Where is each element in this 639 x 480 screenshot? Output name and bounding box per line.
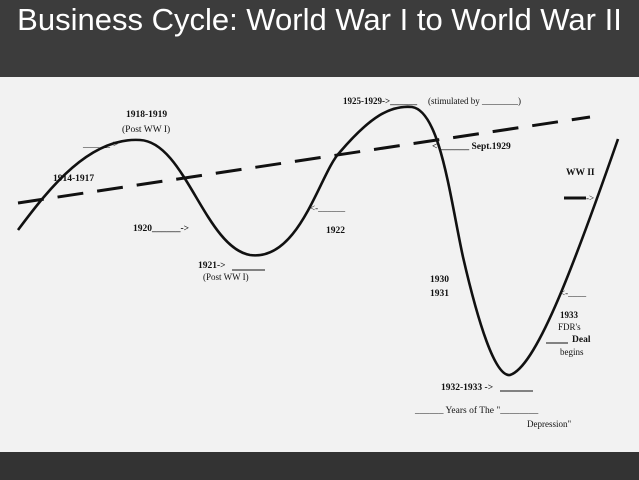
cycle-curve bbox=[16, 105, 620, 377]
trend-line bbox=[17, 115, 591, 205]
label-post-ww1-top: (Post WW I) bbox=[122, 124, 170, 135]
label-1931: 1931 bbox=[430, 289, 449, 299]
label-sept-1929: <-______ Sept.1929 bbox=[432, 142, 511, 152]
label-ww2: WW II bbox=[566, 168, 595, 178]
label-1933-arrow: <-____ bbox=[560, 288, 587, 298]
label-1914-1917: 1914-1917 bbox=[53, 174, 94, 184]
label-1932-1933: 1932-1933 -> bbox=[441, 383, 493, 393]
diagram-area: 1914-1917 1918-1919 (Post WW I) ______->… bbox=[0, 77, 639, 452]
label-1920: 1920______-> bbox=[133, 224, 189, 234]
label-1918-1919: 1918-1919 bbox=[126, 110, 167, 120]
label-ww2-arrow: -> bbox=[586, 193, 594, 203]
label-arrow-top-left: ______-> bbox=[82, 139, 118, 149]
label-stimulated-by: (stimulated by ________) bbox=[428, 96, 521, 106]
label-fdrs: FDR's bbox=[558, 322, 581, 332]
label-1925-1929: 1925-1929->______ bbox=[343, 96, 418, 106]
label-1922-arrow: <-______ bbox=[310, 203, 346, 213]
label-years-of-the: ______ Years of The "________ bbox=[414, 405, 538, 416]
label-begins: begins bbox=[560, 347, 584, 357]
slide-title: Business Cycle: World War I to World War… bbox=[17, 2, 622, 37]
label-1930: 1930 bbox=[430, 275, 449, 285]
business-cycle-diagram: 1914-1917 1918-1919 (Post WW I) ______->… bbox=[16, 96, 620, 429]
label-deal: Deal bbox=[572, 335, 591, 345]
label-1921: 1921-> bbox=[198, 261, 226, 271]
label-1933: 1933 bbox=[560, 310, 579, 320]
slide-footer bbox=[0, 452, 639, 480]
slide-header: Business Cycle: World War I to World War… bbox=[0, 0, 639, 77]
label-depression: Depression" bbox=[527, 419, 571, 429]
label-1922: 1922 bbox=[326, 226, 345, 236]
label-post-ww1-bottom: (Post WW I) bbox=[203, 272, 249, 282]
